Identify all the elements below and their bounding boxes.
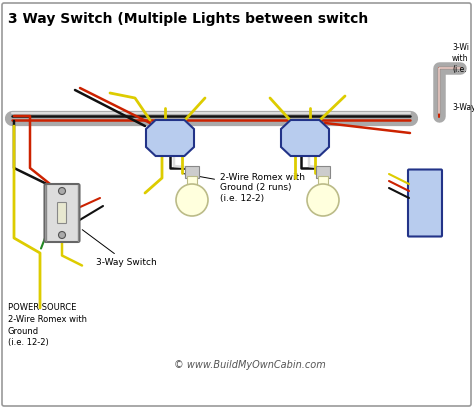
Text: 2-Wire Romex with
Ground (2 runs)
(i.e. 12-2): 2-Wire Romex with Ground (2 runs) (i.e. … (183, 173, 305, 203)
FancyBboxPatch shape (57, 202, 66, 224)
Circle shape (176, 184, 208, 216)
FancyBboxPatch shape (2, 3, 471, 406)
Text: 3-Way: 3-Way (452, 104, 474, 113)
Polygon shape (146, 120, 194, 156)
Text: 3-Wi
with
(i.e.: 3-Wi with (i.e. (452, 43, 469, 74)
Bar (316, 166, 330, 178)
Text: 3 Way Switch (Multiple Lights between switch: 3 Way Switch (Multiple Lights between sw… (8, 12, 368, 26)
Bar (318, 176, 328, 184)
FancyBboxPatch shape (408, 169, 442, 237)
Polygon shape (281, 120, 329, 156)
Circle shape (58, 188, 65, 195)
Text: POWER SOURCE
2-Wire Romex with
Ground
(i.e. 12-2): POWER SOURCE 2-Wire Romex with Ground (i… (8, 303, 87, 347)
Text: 3-Way Switch: 3-Way Switch (82, 230, 157, 267)
Circle shape (307, 184, 339, 216)
Bar (187, 176, 197, 184)
Text: © www.BuildMyOwnCabin.com: © www.BuildMyOwnCabin.com (174, 360, 326, 370)
FancyBboxPatch shape (45, 184, 80, 242)
Bar (185, 166, 199, 178)
Circle shape (58, 231, 65, 239)
